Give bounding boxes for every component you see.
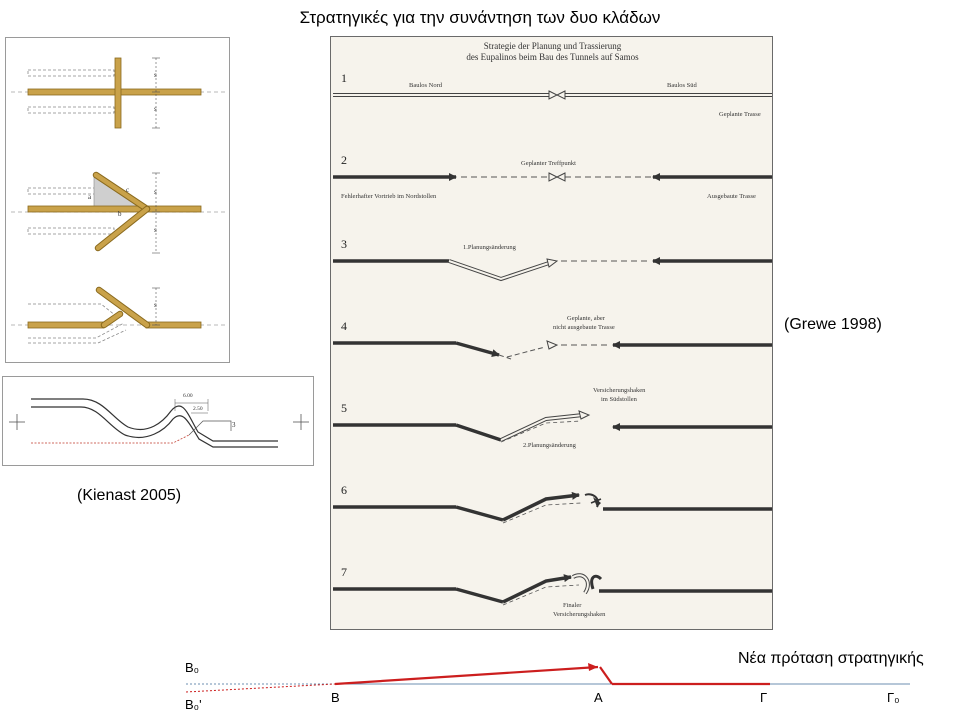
step-5-lines bbox=[333, 410, 772, 443]
label-geplante-nicht: Geplante, aber bbox=[567, 315, 605, 322]
step-7-lines bbox=[333, 573, 772, 606]
label-baulos-sued: Baulos Süd bbox=[667, 82, 697, 89]
label-s: s bbox=[154, 301, 157, 309]
dimension-label: 6.00 bbox=[183, 393, 193, 399]
step-number: 2 bbox=[341, 153, 347, 167]
grewe-caption: (Grewe 1998) bbox=[784, 316, 882, 333]
point-g: Γ bbox=[760, 690, 768, 705]
step-3-lines bbox=[333, 257, 772, 282]
label-versicherungshaken: Versicherungshaken bbox=[593, 387, 646, 394]
kienast-caption: (Kienast 2005) bbox=[77, 487, 182, 504]
point-b0: B₀ bbox=[185, 660, 200, 675]
label-finaler-haken: Versicherungshaken bbox=[553, 611, 606, 618]
step-4-lines bbox=[333, 340, 772, 360]
point-b0-prime: B₀' bbox=[185, 697, 202, 712]
sketch-offset-hook bbox=[11, 286, 226, 344]
step-number: 4 bbox=[341, 319, 347, 333]
label-geplante-nicht: nicht ausgebaute Trasse bbox=[553, 324, 615, 331]
strategy-steps-drawing bbox=[333, 90, 772, 606]
label-versicherungshaken: im Südstollen bbox=[601, 396, 637, 403]
label-s: s bbox=[154, 188, 157, 196]
new-strategy-label: Νέα πρόταση στρατηγικής bbox=[738, 650, 924, 667]
label-geplanter-treffpunkt: Geplanter Treffpunkt bbox=[521, 160, 576, 167]
point-g0: Γ₀ bbox=[887, 690, 900, 705]
step-number: 3 bbox=[341, 237, 347, 251]
meeting-sketches-panel: s s s s s a b c bbox=[5, 37, 230, 363]
label-planungsaenderung-2: 2.Planungsänderung bbox=[523, 442, 576, 449]
point-a: A bbox=[594, 690, 603, 705]
kienast-plan-panel: 6.00 2.50 3 bbox=[2, 376, 314, 466]
dimension-label: 2.50 bbox=[193, 406, 203, 412]
dimension-label: 3 bbox=[232, 421, 236, 429]
label-fehlerhafter-vortrieb: Fehlerhafter Vortrieb im Nordstollen bbox=[341, 193, 437, 200]
point-b: B bbox=[331, 690, 340, 705]
label-s: s bbox=[154, 71, 157, 79]
label-ausgebaute-trasse: Ausgebaute Trasse bbox=[707, 193, 756, 200]
step-number: 1 bbox=[341, 71, 347, 85]
step-number: 6 bbox=[341, 483, 347, 497]
label-s: s bbox=[154, 105, 157, 113]
kienast-plan-drawing bbox=[9, 398, 309, 448]
sketch-t-junction bbox=[11, 57, 226, 129]
label-c: c bbox=[126, 186, 130, 194]
figure-heading-line1: Strategie der Planung und Trassierung bbox=[483, 41, 622, 51]
step-1-lines bbox=[333, 90, 772, 100]
label-geplante-trasse: Geplante Trasse bbox=[719, 111, 761, 118]
label-finaler-haken: Finaler bbox=[563, 602, 582, 609]
step-number: 5 bbox=[341, 401, 347, 415]
sketch-v-junction bbox=[11, 171, 226, 254]
label-s: s bbox=[154, 226, 157, 234]
figure-heading-line2: des Eupalinos beim Bau des Tunnels auf S… bbox=[466, 52, 639, 62]
meeting-sketches-drawing bbox=[11, 57, 226, 344]
label-a: a bbox=[88, 193, 92, 201]
step-6-lines bbox=[333, 491, 772, 524]
page-title: Στρατηγικές για την συνάντηση των δυο κλ… bbox=[299, 8, 661, 27]
label-baulos-nord: Baulos Nord bbox=[409, 82, 443, 89]
step-2-lines bbox=[333, 172, 772, 182]
label-b: b bbox=[118, 210, 122, 218]
label-planungsaenderung-1: 1.Planungsänderung bbox=[463, 244, 516, 251]
grewe-strategy-figure: Strategie der Planung und Trassierung de… bbox=[330, 36, 773, 630]
step-number: 7 bbox=[341, 565, 347, 579]
